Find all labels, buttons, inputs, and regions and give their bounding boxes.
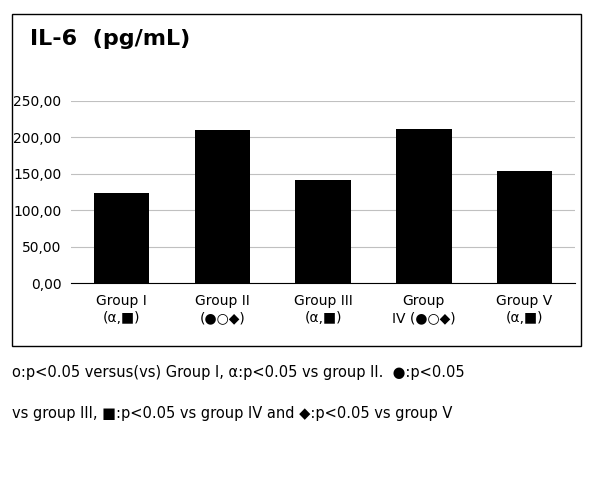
Bar: [295, 180, 351, 283]
Bar: [94, 193, 149, 283]
Bar: [497, 171, 552, 283]
Bar: [396, 129, 452, 283]
Text: vs group III, ■:p<0.05 vs group IV and ◆:p<0.05 vs group V: vs group III, ■:p<0.05 vs group IV and ◆…: [12, 406, 452, 420]
Text: IL-6  (pg/mL): IL-6 (pg/mL): [30, 29, 190, 49]
Text: o:p<0.05 versus(vs) Group I, α:p<0.05 vs group II.  ●:p<0.05: o:p<0.05 versus(vs) Group I, α:p<0.05 vs…: [12, 365, 464, 380]
Bar: [195, 130, 250, 283]
